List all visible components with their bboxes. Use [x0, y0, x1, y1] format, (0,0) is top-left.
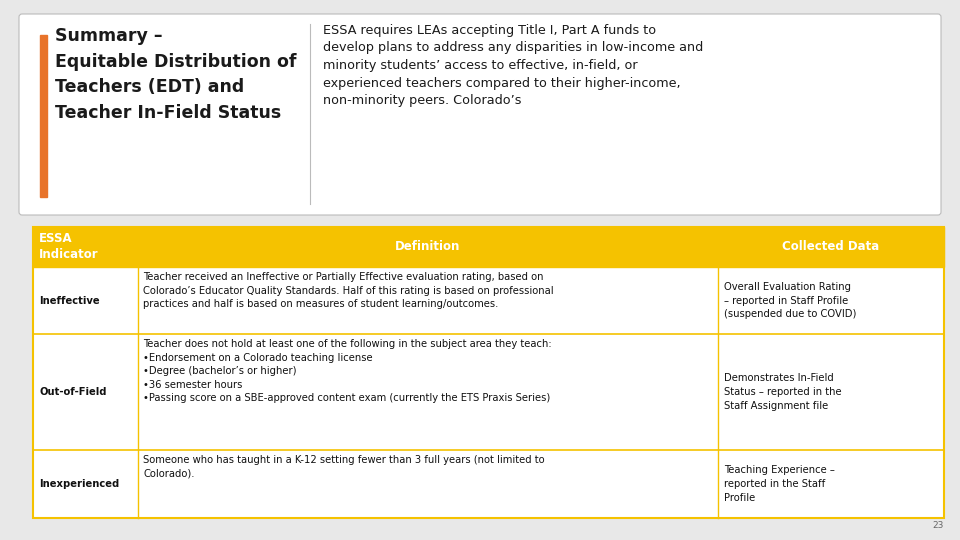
Text: Someone who has taught in a K-12 setting fewer than 3 full years (not limited to: Someone who has taught in a K-12 setting… [143, 455, 544, 478]
Bar [40, 35, 47, 197]
Text: Ineffective: Ineffective [39, 295, 100, 306]
Text: Collected Data: Collected Data [782, 240, 879, 253]
Text: 23: 23 [932, 521, 944, 530]
Text: Teacher received an Ineffective or Partially Effective evaluation rating, based : Teacher received an Ineffective or Parti… [143, 272, 554, 309]
Text: Summary –
Equitable Distribution of
Teachers (EDT) and
Teacher In-Field Status: Summary – Equitable Distribution of Teac… [55, 27, 297, 122]
Text: Inexperienced: Inexperienced [39, 479, 119, 489]
Text: Out-of-Field: Out-of-Field [39, 387, 107, 397]
Bar [33, 267, 944, 334]
Bar [33, 227, 944, 518]
Bar [33, 334, 944, 450]
Text: ESSA requires LEAs accepting Title I, Part A funds to
develop plans to address a: ESSA requires LEAs accepting Title I, Pa… [323, 24, 704, 107]
Text: ESSA
Indicator: ESSA Indicator [39, 232, 99, 261]
Bar [33, 227, 944, 267]
FancyBboxPatch shape [19, 14, 941, 215]
Bar [33, 227, 944, 518]
Text: Teaching Experience –
reported in the Staff
Profile: Teaching Experience – reported in the St… [724, 465, 835, 503]
Text: Demonstrates In-Field
Status – reported in the
Staff Assignment file: Demonstrates In-Field Status – reported … [724, 373, 842, 410]
Text: Overall Evaluation Rating
– reported in Staff Profile
(suspended due to COVID): Overall Evaluation Rating – reported in … [724, 282, 856, 319]
Text: Teacher does not hold at least one of the following in the subject area they tea: Teacher does not hold at least one of th… [143, 339, 552, 403]
Text: Definition: Definition [396, 240, 461, 253]
Bar [33, 450, 944, 518]
